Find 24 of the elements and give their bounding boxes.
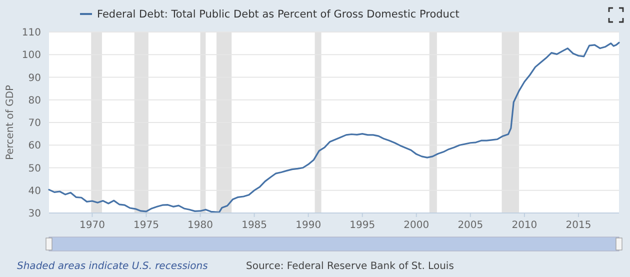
x-tick-label: 2015 [566,220,592,231]
legend-label: Federal Debt: Total Public Debt as Percent of Gross Domestic Product [97,8,460,21]
y-axis-title: Percent of GDP [5,84,16,160]
y-tick-label: 110 [22,28,41,38]
y-tick-label: 40 [28,186,41,197]
y-tick-label: 80 [28,95,41,106]
x-tick-label: 1995 [350,220,376,231]
x-tick-label: 1980 [188,220,214,231]
x-tick-label: 1970 [79,220,105,231]
x-tick-label: 2000 [404,220,430,231]
y-tick-label: 50 [28,163,41,174]
line-series [48,42,620,214]
y-tick-label: 70 [28,118,41,129]
x-tick-label: 1985 [242,220,268,231]
y-tick-label: 100 [22,50,41,62]
x-tick-label: 1975 [134,220,159,231]
y-tick-label: 30 [28,208,41,220]
y-tick-label: 60 [28,140,41,152]
x-tick-label: 1990 [296,220,322,231]
x-tick-label: 2005 [458,220,484,231]
source-note: Source: Federal Reserve Bank of St. Louis [246,261,454,272]
y-tick-label: 90 [28,72,41,84]
x-tick-label: 2010 [512,220,538,231]
text: Shaded areas indicate U.S. recessions [17,261,208,272]
